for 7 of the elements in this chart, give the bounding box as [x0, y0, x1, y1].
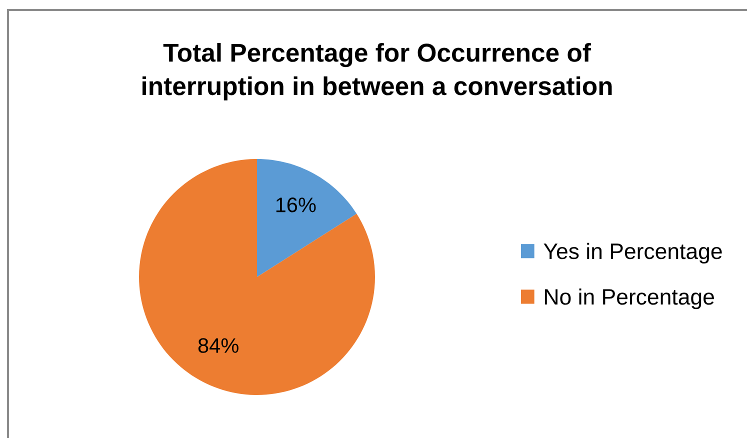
legend-label: No in Percentage [545, 288, 714, 310]
data-label: 84% [198, 338, 238, 353]
legend-label: Yes in Percentage [544, 242, 722, 264]
pie-slice [257, 159, 357, 277]
pie-slice [139, 159, 375, 395]
chart-title: Total Percentage for Occurrence of interruption in between a conversation [142, 43, 612, 100]
data-label: 16% [276, 198, 316, 212]
